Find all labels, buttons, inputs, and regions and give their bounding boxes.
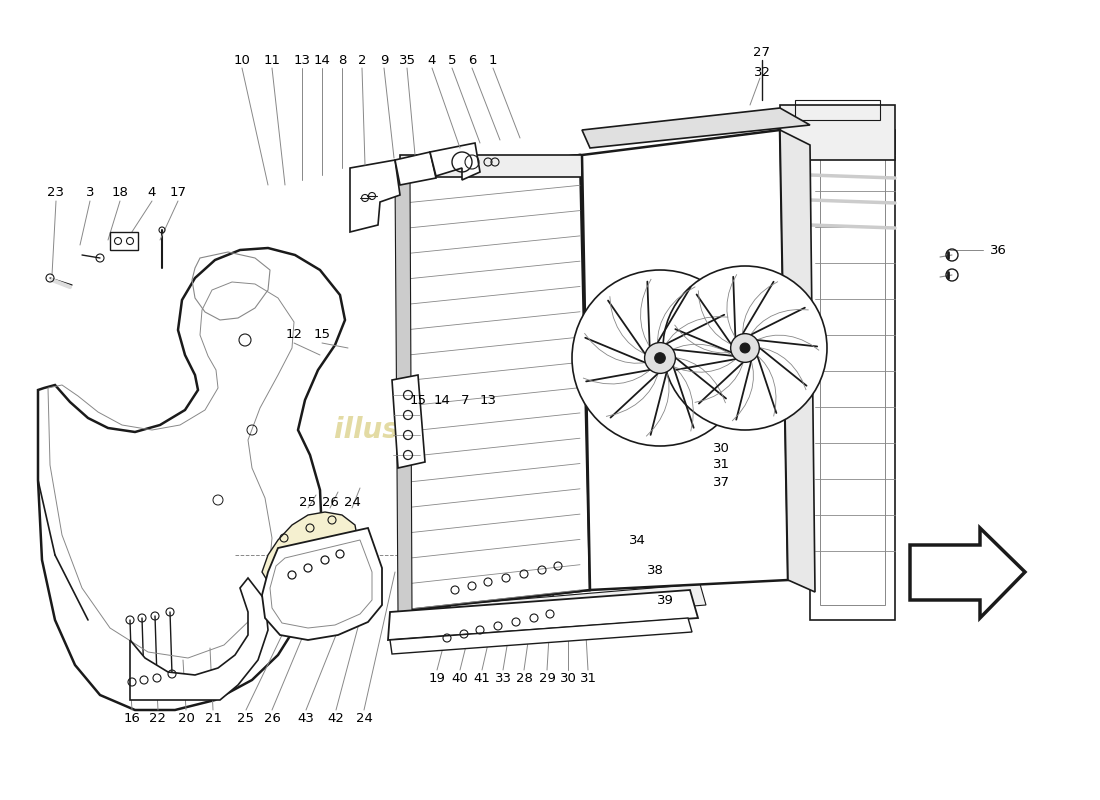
Text: 19: 19 bbox=[429, 671, 446, 685]
Text: 42: 42 bbox=[328, 711, 344, 725]
Bar bbox=[110, 232, 138, 250]
Text: 21: 21 bbox=[205, 711, 221, 725]
Polygon shape bbox=[390, 618, 692, 654]
Text: 31: 31 bbox=[580, 671, 596, 685]
Text: 26: 26 bbox=[321, 495, 339, 509]
Text: 25: 25 bbox=[238, 711, 254, 725]
Text: 26: 26 bbox=[264, 711, 280, 725]
Text: 13: 13 bbox=[480, 394, 496, 406]
Text: 11: 11 bbox=[264, 54, 280, 66]
Text: illustration for parts search: illustration for parts search bbox=[334, 416, 766, 444]
Polygon shape bbox=[388, 590, 698, 640]
Polygon shape bbox=[780, 130, 815, 592]
Text: 39: 39 bbox=[657, 594, 673, 606]
Polygon shape bbox=[450, 584, 706, 625]
Text: 12: 12 bbox=[286, 329, 302, 342]
Ellipse shape bbox=[572, 270, 748, 446]
Text: 10: 10 bbox=[233, 54, 251, 66]
Ellipse shape bbox=[730, 334, 759, 362]
Text: 27: 27 bbox=[754, 46, 770, 58]
Polygon shape bbox=[39, 248, 345, 710]
Text: 8: 8 bbox=[338, 54, 346, 66]
Text: 15: 15 bbox=[409, 394, 427, 406]
Text: 14: 14 bbox=[314, 54, 330, 66]
Text: 9: 9 bbox=[379, 54, 388, 66]
Polygon shape bbox=[910, 528, 1025, 618]
Text: 43: 43 bbox=[298, 711, 315, 725]
Bar bbox=[820, 145, 886, 605]
Text: 13: 13 bbox=[294, 54, 310, 66]
Text: 2: 2 bbox=[358, 54, 366, 66]
Text: 17: 17 bbox=[169, 186, 187, 199]
Text: 30: 30 bbox=[560, 671, 576, 685]
Text: 18: 18 bbox=[111, 186, 129, 199]
Bar bbox=[810, 130, 895, 620]
Polygon shape bbox=[262, 512, 358, 585]
Text: 24: 24 bbox=[343, 495, 361, 509]
Bar bbox=[400, 155, 582, 177]
Text: 32: 32 bbox=[754, 66, 770, 78]
Ellipse shape bbox=[740, 343, 750, 353]
Text: 16: 16 bbox=[123, 711, 141, 725]
Text: 24: 24 bbox=[355, 711, 373, 725]
Text: 3: 3 bbox=[86, 186, 95, 199]
Text: 20: 20 bbox=[177, 711, 195, 725]
Text: 34: 34 bbox=[628, 534, 646, 546]
Polygon shape bbox=[582, 108, 810, 148]
Polygon shape bbox=[400, 155, 590, 610]
Text: 35: 35 bbox=[398, 54, 416, 66]
Text: 4: 4 bbox=[147, 186, 156, 199]
Text: 33: 33 bbox=[495, 671, 512, 685]
Text: 31: 31 bbox=[713, 458, 729, 471]
Bar bbox=[795, 100, 880, 120]
Text: 30: 30 bbox=[713, 442, 729, 454]
Text: 14: 14 bbox=[433, 394, 450, 406]
Text: 7: 7 bbox=[461, 394, 470, 406]
Text: 4: 4 bbox=[428, 54, 437, 66]
Text: 29: 29 bbox=[539, 671, 556, 685]
Text: 22: 22 bbox=[150, 711, 166, 725]
Polygon shape bbox=[350, 160, 400, 232]
Ellipse shape bbox=[645, 342, 675, 374]
Text: 23: 23 bbox=[47, 186, 65, 199]
Text: 41: 41 bbox=[474, 671, 491, 685]
Text: 5: 5 bbox=[448, 54, 456, 66]
Text: 25: 25 bbox=[299, 495, 317, 509]
Ellipse shape bbox=[663, 266, 827, 430]
Text: 15: 15 bbox=[314, 329, 330, 342]
Text: 38: 38 bbox=[647, 563, 663, 577]
Text: 1: 1 bbox=[488, 54, 497, 66]
Polygon shape bbox=[395, 152, 436, 185]
Polygon shape bbox=[262, 528, 382, 640]
Polygon shape bbox=[130, 578, 268, 700]
Ellipse shape bbox=[654, 353, 666, 363]
Polygon shape bbox=[395, 175, 412, 612]
Bar bbox=[780, 105, 895, 160]
Polygon shape bbox=[392, 375, 425, 468]
Polygon shape bbox=[582, 130, 788, 590]
Text: 28: 28 bbox=[516, 671, 532, 685]
Polygon shape bbox=[430, 143, 480, 180]
Text: 40: 40 bbox=[452, 671, 469, 685]
Text: 6: 6 bbox=[468, 54, 476, 66]
Text: 36: 36 bbox=[990, 243, 1006, 257]
Text: 37: 37 bbox=[713, 477, 729, 490]
